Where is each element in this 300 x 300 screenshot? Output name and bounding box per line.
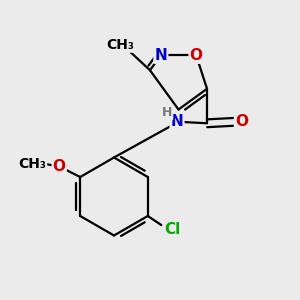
Text: Cl: Cl (164, 222, 181, 237)
Text: CH₃: CH₃ (18, 157, 46, 170)
Text: N: N (154, 48, 167, 63)
Text: O: O (53, 159, 66, 174)
Text: O: O (235, 114, 248, 129)
Text: O: O (190, 48, 202, 63)
Text: H: H (162, 106, 172, 119)
Text: N: N (171, 114, 183, 129)
Text: CH₃: CH₃ (106, 38, 134, 52)
